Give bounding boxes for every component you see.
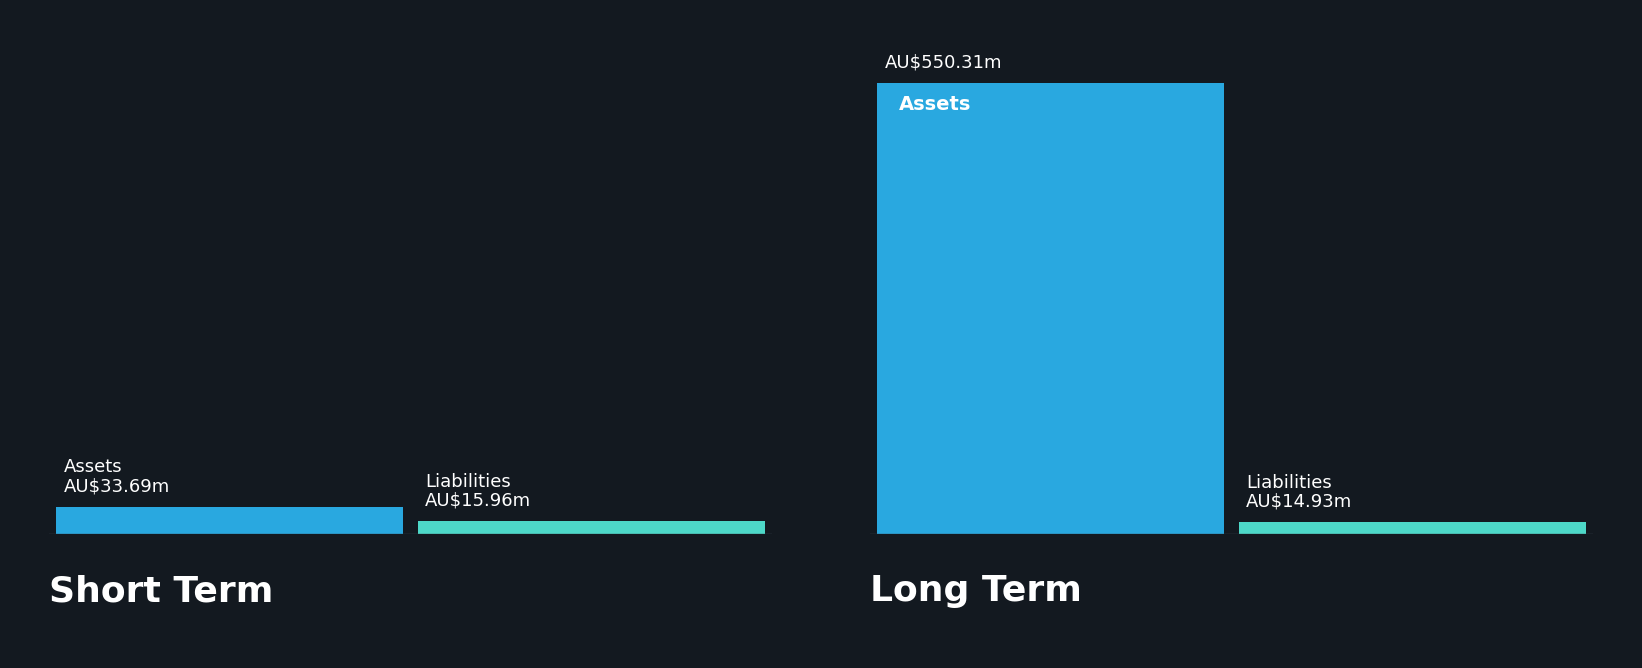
Text: Liabilities: Liabilities	[425, 473, 511, 491]
Bar	[877, 83, 1225, 534]
Text: Short Term: Short Term	[49, 574, 274, 609]
Text: Assets: Assets	[900, 95, 972, 114]
Text: AU$33.69m: AU$33.69m	[64, 477, 171, 495]
Text: Long Term: Long Term	[870, 574, 1082, 609]
Text: AU$550.31m: AU$550.31m	[885, 53, 1002, 71]
Text: Assets: Assets	[64, 458, 123, 476]
Text: AU$15.96m: AU$15.96m	[425, 492, 530, 510]
Bar	[1238, 522, 1586, 534]
Bar	[417, 521, 765, 534]
Bar	[56, 507, 404, 534]
Text: Liabilities: Liabilities	[1246, 474, 1332, 492]
Text: AU$14.93m: AU$14.93m	[1246, 492, 1353, 510]
